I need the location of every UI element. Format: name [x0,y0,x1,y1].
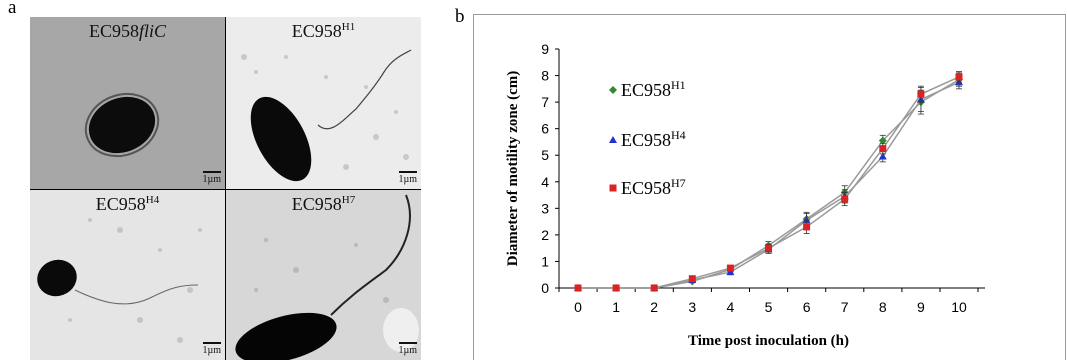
legend-name: EC958 [621,130,671,150]
x-tick-label: 2 [650,299,658,315]
scale-bar: 1µm [202,342,221,356]
legend-sup: H4 [671,128,686,142]
x-tick-label: 6 [803,299,811,315]
panel-label-b: b [455,6,465,27]
y-tick-label: 8 [541,68,549,84]
x-tick-label: 3 [688,299,696,315]
x-tick-label: 1 [612,299,620,315]
data-point [609,86,617,94]
legend-name: EC958 [621,80,671,100]
panel-label-a: a [8,0,17,18]
data-point [688,275,696,283]
data-point [650,284,658,292]
legend-sup: H1 [671,78,686,92]
x-tick-label: 7 [841,299,849,315]
data-point [609,136,617,143]
data-point [917,90,925,98]
y-tick-label: 0 [541,280,549,296]
x-tick-label: 4 [727,299,735,315]
data-point [612,284,620,292]
y-axis-title: Diameter of motility zone (cm) [505,71,521,266]
x-tick-label: 8 [879,299,887,315]
scale-bar: 1µm [202,171,221,185]
data-point [802,216,811,224]
data-point [955,73,963,81]
x-axis-title: Time post inoculation (h) [688,333,849,349]
data-point [878,136,887,145]
legend-label: EC958H7 [621,176,686,198]
data-point [726,264,734,272]
micrograph-label: EC958fliC [88,21,167,41]
y-tick-label: 5 [541,147,549,163]
legend-label: EC958H1 [621,78,686,100]
series-H7 [574,71,963,292]
micrograph-H7: EC958H7 1µm [226,190,421,360]
scale-bar: 1µm [398,171,417,185]
y-tick-label: 2 [541,227,549,243]
y-tick-label: 4 [541,174,549,190]
y-tick-label: 6 [541,121,549,137]
micrograph-fliC-image [30,17,225,189]
x-tick-label: 0 [574,299,582,315]
data-point [803,223,811,231]
micrograph-H1: EC958H1 1µm [226,17,421,189]
data-point [609,184,617,192]
legend-sup: H7 [671,176,686,190]
micrograph-fliC: EC958fliC 1µm [30,17,225,189]
legend-label: EC958H4 [621,128,686,150]
y-tick-label: 9 [541,41,549,57]
micrograph-label: EC958H4 [95,194,160,214]
x-tick-label: 9 [917,299,925,315]
data-point [878,152,887,160]
y-tick-label: 7 [541,94,549,110]
micrograph-H4: EC958H4 1µm [30,190,225,360]
micrograph-label: EC958H7 [291,194,356,214]
x-tick-label: 5 [765,299,773,315]
chart-axes: 0 1 2 3 4 5 6 7 8 9 0 1 2 3 4 5 6 7 8 9 10 [541,41,985,315]
data-point [765,244,772,252]
micrograph-grid: EC958fliC 1µm EC958H1 1µm [30,17,421,360]
y-tick-label: 3 [541,200,549,216]
micrograph-label: EC958H1 [291,21,356,41]
chart-frame [473,14,1066,360]
micrograph-H7-image [226,190,421,360]
data-point [574,284,582,292]
scale-bar: 1µm [398,342,417,356]
micrograph-H1-image [226,17,421,189]
micrograph-H4-image [30,190,225,360]
legend-name: EC958 [621,178,671,198]
y-tick-label: 1 [541,253,549,269]
data-point [879,145,887,153]
chart-series-layer [574,71,963,292]
data-point [841,195,849,203]
x-tick-label: 10 [951,299,967,315]
